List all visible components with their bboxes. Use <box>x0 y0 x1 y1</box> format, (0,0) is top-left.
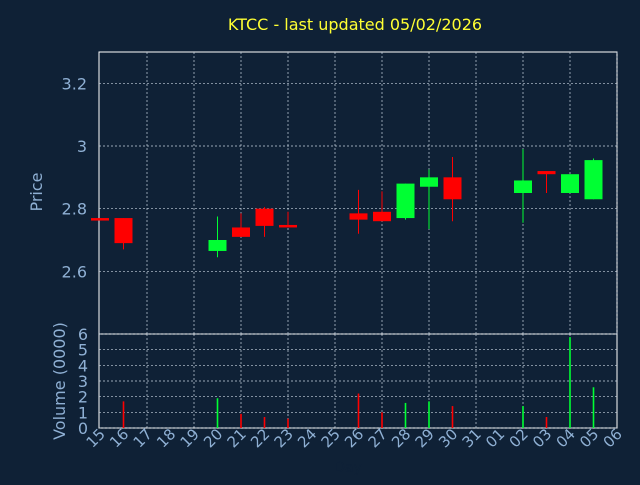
day-tick-label: 18 <box>153 425 179 451</box>
day-tick-label: 30 <box>435 425 461 451</box>
day-tick-label: 19 <box>177 425 203 451</box>
volume-bar <box>357 393 360 428</box>
volume-tick-label: 0 <box>78 419 88 438</box>
volume-tick-label: 4 <box>78 356 88 375</box>
day-tick-label: 21 <box>224 425 250 451</box>
volume-bar <box>263 417 266 428</box>
price-tick-label: 2.8 <box>62 200 87 219</box>
volume-panel: 0123456151617181920212223242526272829303… <box>78 325 626 451</box>
volume-bar <box>287 418 289 428</box>
chart-title: KTCC - last updated 05/02/2026 <box>228 15 482 34</box>
day-tick-label: 25 <box>318 425 344 451</box>
volume-bar <box>451 406 454 428</box>
day-tick-label: 02 <box>506 425 532 451</box>
volume-tick-label: 2 <box>78 388 88 407</box>
candle-body <box>232 227 250 237</box>
candle-body <box>208 240 227 251</box>
price-tick-label: 3 <box>77 137 87 156</box>
volume-tick-label: 1 <box>78 403 88 422</box>
price-tick-label: 3.2 <box>62 74 87 93</box>
volume-bar <box>404 402 407 428</box>
volume-bar <box>240 413 242 428</box>
candle-body <box>114 218 133 244</box>
price-axis-label: Price <box>27 172 46 211</box>
candle-body <box>373 211 391 222</box>
day-tick-label: 24 <box>294 425 320 451</box>
volume-bar <box>381 412 383 428</box>
candle-body <box>514 180 532 193</box>
day-tick-label: 23 <box>271 425 297 451</box>
day-axis-label: Day <box>334 460 362 476</box>
candle-body <box>279 224 297 228</box>
candle-body <box>420 177 438 187</box>
volume-tick-label: 5 <box>78 341 88 360</box>
candle-body <box>349 213 368 220</box>
candle-body <box>255 208 274 226</box>
day-tick-label: 05 <box>576 425 602 451</box>
volume-bar <box>522 406 524 428</box>
day-tick-label: 04 <box>553 425 579 451</box>
volume-bar <box>592 387 595 428</box>
candle-body <box>443 177 462 200</box>
day-tick-label: 06 <box>600 425 626 451</box>
candle-body <box>537 171 556 175</box>
volume-bar <box>216 398 219 428</box>
day-tick-label: 20 <box>200 425 226 451</box>
day-tick-label: 16 <box>106 425 132 451</box>
day-tick-label: 22 <box>247 425 273 451</box>
candle-body <box>396 183 415 219</box>
volume-tick-label: 6 <box>78 325 88 344</box>
candle-body <box>91 218 109 221</box>
day-tick-label: 31 <box>459 425 485 451</box>
day-tick-label: 28 <box>388 425 414 451</box>
candle-body <box>561 174 579 193</box>
candle-body <box>584 160 603 200</box>
volume-bar <box>545 417 548 428</box>
volume-bar <box>569 337 571 428</box>
volume-tick-label: 3 <box>78 372 88 391</box>
price-panel: 2.6 2.8 3 3.2 <box>62 51 618 335</box>
day-tick-label: 01 <box>482 425 508 451</box>
day-tick-label: 27 <box>365 425 391 451</box>
day-tick-label: 26 <box>341 425 367 451</box>
volume-axis-label: Volume (0000) <box>50 322 69 440</box>
day-tick-label: 03 <box>529 425 555 451</box>
day-tick-label: 29 <box>412 425 438 451</box>
volume-bar <box>428 401 430 428</box>
day-tick-label: 17 <box>130 425 156 451</box>
volume-bar <box>122 401 125 428</box>
price-tick-label: 2.6 <box>62 262 87 281</box>
